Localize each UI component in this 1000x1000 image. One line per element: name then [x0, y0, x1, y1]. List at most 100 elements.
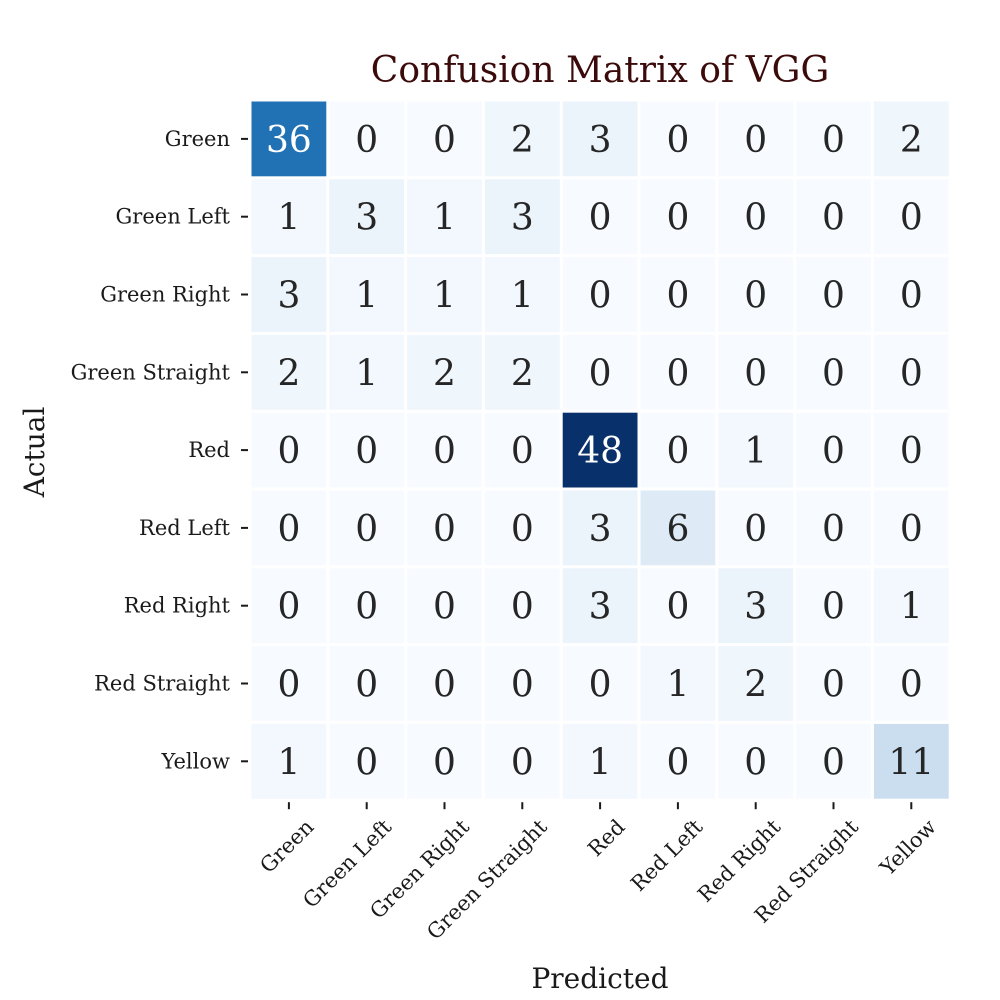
- cell-value-r8-c5: 0: [666, 742, 689, 783]
- heatmap-cell-r1-c2: [407, 179, 482, 255]
- heatmap-cell-r7-c7: [796, 646, 871, 721]
- y-tick-label: Red Right: [124, 594, 231, 618]
- heatmap-cell-r0-c4: [562, 101, 638, 177]
- heatmap-cell-r8-c6: [718, 723, 794, 799]
- heatmap-cell-r1-c3: [484, 179, 560, 255]
- heatmap-cell-r8-c4: [562, 723, 638, 799]
- cell-value-r1-c4: 0: [589, 198, 612, 239]
- heatmap-cell-r8-c8: [873, 723, 949, 799]
- cell-value-r4-c8: 0: [900, 431, 923, 472]
- y-tick-label: Red: [188, 438, 230, 462]
- y-axis: Green Green Left Green Right Green Straight…: [71, 127, 248, 773]
- cell-value-r8-c0: 1: [277, 742, 300, 783]
- heatmap-cell-r6-c7: [796, 568, 871, 644]
- cell-value-r1-c7: 0: [822, 198, 845, 239]
- cell-value-r0-c7: 0: [822, 120, 845, 161]
- heatmap-cell-r5-c1: [329, 490, 405, 566]
- cell-value-r2-c3: 1: [511, 276, 534, 317]
- heatmap-cell-r2-c0: [251, 257, 327, 332]
- y-tick-label: Red Straight: [94, 672, 230, 696]
- heatmap-cell-r7-c5: [640, 646, 716, 721]
- cell-value-r3-c8: 0: [900, 353, 923, 394]
- cell-value-r0-c2: 0: [433, 120, 456, 161]
- cell-value-r7-c7: 0: [822, 665, 845, 706]
- cell-value-r6-c4: 3: [589, 587, 612, 628]
- cell-value-r4-c4: 48: [577, 431, 623, 472]
- cell-value-r6-c8: 1: [900, 587, 923, 628]
- cell-value-r3-c7: 0: [822, 353, 845, 394]
- heatmap-cell-r5-c4: [562, 490, 638, 566]
- heatmap-cell-r7-c4: [562, 646, 638, 721]
- heatmap-cell-r1-c6: [718, 179, 794, 255]
- y-tick-label: Red Left: [139, 516, 231, 540]
- heatmap-cell-r2-c7: [796, 257, 871, 332]
- cell-value-r5-c2: 0: [433, 509, 456, 550]
- heatmap-cell-r3-c7: [796, 334, 871, 410]
- heatmap-cell-r1-c5: [640, 179, 716, 255]
- heatmap-cell-r4-c3: [484, 412, 560, 488]
- heatmap-cell-r2-c4: [562, 257, 638, 332]
- heatmap-cell-r7-c6: [718, 646, 794, 721]
- cell-value-r0-c8: 2: [900, 120, 923, 161]
- heatmap-cell-r8-c1: [329, 723, 405, 799]
- heatmap-cell-r5-c3: [484, 490, 560, 566]
- cell-value-r4-c7: 0: [822, 431, 845, 472]
- cell-value-r3-c0: 2: [277, 353, 300, 394]
- heatmap-cell-r5-c6: [718, 490, 794, 566]
- heatmap-cell-r3-c5: [640, 334, 716, 410]
- heatmap-cell-r4-c2: [407, 412, 482, 488]
- heatmap-cell-r3-c6: [718, 334, 794, 410]
- cell-value-r7-c6: 2: [744, 665, 767, 706]
- cell-value-r3-c3: 2: [511, 353, 534, 394]
- heatmap-cell-r4-c4: [562, 412, 638, 488]
- cell-value-r5-c8: 0: [900, 509, 923, 550]
- heatmap-cell-r5-c2: [407, 490, 482, 566]
- cell-value-r1-c6: 0: [744, 198, 767, 239]
- cell-value-r5-c7: 0: [822, 509, 845, 550]
- heatmap-cell-r1-c0: [251, 179, 327, 255]
- cell-value-r3-c1: 1: [355, 353, 378, 394]
- heatmap-cells: 36 0 0 2 3 0 0 0 21 3 1 3 0 0 0 0 03 1 1 1 0 0 0 0 02 1 2 2 0 0 0 0 00 0 0…: [251, 101, 949, 799]
- y-axis-label: Actual: [18, 407, 51, 499]
- heatmap-cell-r6-c1: [329, 568, 405, 644]
- cell-value-r5-c5: 6: [666, 509, 689, 550]
- heatmap-cell-r5-c7: [796, 490, 871, 566]
- cell-value-r1-c1: 3: [355, 198, 378, 239]
- cell-value-r4-c5: 0: [666, 431, 689, 472]
- heatmap-cell-r8-c7: [796, 723, 871, 799]
- cell-value-r0-c6: 0: [744, 120, 767, 161]
- heatmap-cell-r5-c8: [873, 490, 949, 566]
- heatmap-cell-r8-c5: [640, 723, 716, 799]
- heatmap-cell-r6-c6: [718, 568, 794, 644]
- heatmap-cell-r6-c0: [251, 568, 327, 644]
- heatmap-cell-r0-c0: [251, 101, 327, 177]
- cell-value-r8-c7: 0: [822, 742, 845, 783]
- heatmap-cell-r7-c1: [329, 646, 405, 721]
- y-tick-label: Yellow: [160, 749, 230, 773]
- heatmap-cell-r2-c2: [407, 257, 482, 332]
- cell-value-r7-c4: 0: [589, 665, 612, 706]
- cell-value-r7-c5: 1: [666, 665, 689, 706]
- cell-value-r0-c5: 0: [666, 120, 689, 161]
- chart-title: Confusion Matrix of VGG: [371, 50, 829, 91]
- cell-value-r2-c7: 0: [822, 276, 845, 317]
- heatmap-cell-r0-c2: [407, 101, 482, 177]
- x-tick-label: Red Left: [626, 814, 708, 896]
- heatmap-cell-r7-c8: [873, 646, 949, 721]
- heatmap-cell-r2-c6: [718, 257, 794, 332]
- cell-value-r4-c6: 1: [744, 431, 767, 472]
- cell-value-r6-c5: 0: [666, 587, 689, 628]
- x-tick-label: Green: [255, 815, 318, 878]
- y-tick-label: Green Straight: [71, 360, 231, 384]
- cell-value-r2-c0: 3: [277, 276, 300, 317]
- heatmap-cell-r0-c3: [484, 101, 560, 177]
- heatmap-cell-r3-c1: [329, 334, 405, 410]
- heatmap-cell-r0-c1: [329, 101, 405, 177]
- cell-value-r2-c5: 0: [666, 276, 689, 317]
- cell-value-r8-c6: 0: [744, 742, 767, 783]
- heatmap-cell-r8-c3: [484, 723, 560, 799]
- cell-value-r4-c3: 0: [511, 431, 534, 472]
- cell-value-r3-c4: 0: [589, 353, 612, 394]
